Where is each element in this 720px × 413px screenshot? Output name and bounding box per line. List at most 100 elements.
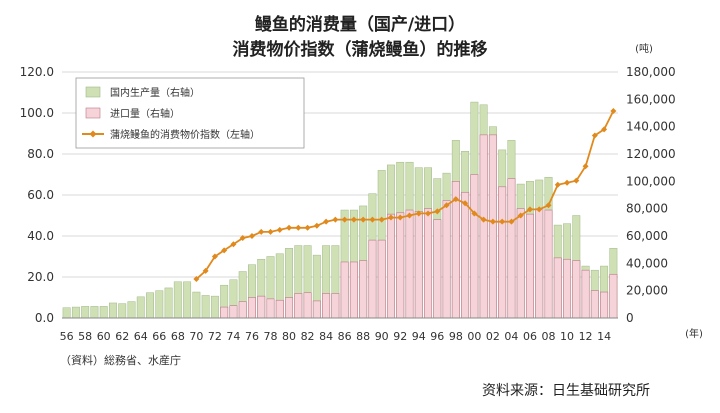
cpi-point [239, 235, 246, 242]
bar-import-volume [340, 261, 349, 319]
x-axis-tick-label: 58 [78, 330, 92, 343]
x-axis-unit: (年) [685, 327, 703, 340]
bar-domestic-production [90, 306, 99, 319]
x-axis-tick-label: 06 [523, 330, 537, 343]
cpi-point [323, 218, 330, 225]
cpi-point [610, 107, 617, 114]
bar-import-volume [331, 293, 340, 319]
cpi-point [573, 177, 580, 184]
bar-import-volume [238, 301, 247, 319]
cpi-point [499, 218, 506, 225]
bar-import-volume [368, 239, 377, 319]
cpi-point [452, 196, 459, 203]
x-axis-tick-label: 88 [356, 330, 370, 343]
cpi-point [387, 214, 394, 221]
chart-title: 鳗鱼的消费量（国产/进口） [255, 14, 465, 35]
bar-domestic-production [71, 306, 80, 319]
data-source-note: （資料）総務省、水産庁 [60, 354, 181, 367]
x-axis-tick-label: 76 [245, 330, 259, 343]
cpi-point [517, 212, 524, 219]
bar-import-volume [414, 211, 423, 319]
cpi-point [536, 206, 543, 213]
bar-domestic-production [164, 287, 173, 319]
bar-import-volume [572, 260, 581, 319]
x-axis-tick-label: 82 [301, 330, 315, 343]
x-axis-tick-label: 98 [449, 330, 463, 343]
x-axis-tick-label: 12 [579, 330, 593, 343]
cpi-point [443, 202, 450, 209]
cpi-point [489, 218, 496, 225]
cpi-point [554, 181, 561, 188]
bar-import-volume [377, 239, 386, 319]
bar-import-volume [303, 292, 312, 319]
bar-import-volume [266, 298, 275, 319]
bar-import-volume [544, 209, 553, 319]
cpi-point [211, 253, 218, 260]
legend-swatch-domestic [85, 86, 101, 98]
cpi-point [267, 228, 274, 235]
bar-import-volume [581, 269, 590, 319]
cpi-point [601, 126, 608, 133]
left-axis-tick-label: 40.0 [27, 229, 54, 243]
x-axis-tick-label: 66 [152, 330, 166, 343]
right-axis-tick-label: 160,000 [626, 92, 676, 106]
x-axis-tick-label: 04 [504, 330, 518, 343]
cpi-point [304, 224, 311, 231]
cpi-point [415, 210, 422, 217]
bar-import-volume [525, 213, 534, 319]
bar-import-volume [312, 300, 321, 319]
cpi-point [471, 210, 478, 217]
bar-import-volume [442, 200, 451, 319]
bar-import-volume [507, 178, 516, 319]
bar-domestic-production [118, 303, 127, 319]
cpi-point [350, 216, 357, 223]
bar-domestic-production [109, 302, 117, 319]
bar-domestic-production [136, 296, 145, 319]
bar-import-volume [275, 299, 284, 319]
right-axis-tick-label: 100,000 [626, 174, 676, 188]
cpi-point [313, 222, 320, 229]
bar-domestic-production [62, 307, 71, 319]
cpi-point [202, 267, 209, 274]
bar-domestic-production [183, 281, 192, 319]
x-axis-tick-label: 90 [375, 330, 389, 343]
left-axis-tick-label: 80.0 [27, 147, 54, 161]
bar-import-volume [516, 208, 525, 319]
right-axis-tick-label: 20,000 [626, 284, 668, 298]
x-axis-tick-label: 62 [115, 330, 129, 343]
x-axis-tick-label: 10 [560, 330, 574, 343]
bar-import-volume [294, 293, 303, 319]
cpi-point [508, 218, 515, 225]
x-axis-tick-label: 60 [97, 330, 111, 343]
bar-domestic-production [201, 295, 210, 319]
bar-import-volume [470, 174, 479, 319]
bar-domestic-production [127, 301, 136, 319]
x-axis-tick-label: 78 [264, 330, 278, 343]
cpi-point [230, 241, 237, 248]
cpi-point [564, 179, 571, 186]
legend-label-cpi: 蒲烧鳗鱼的消费物价指数（左轴） [110, 128, 260, 141]
x-axis-tick-label: 92 [393, 330, 407, 343]
left-axis-tick-label: 100.0 [20, 106, 54, 120]
bar-import-volume [386, 213, 395, 319]
bar-domestic-production [81, 306, 90, 319]
bar-import-volume [609, 273, 618, 319]
cpi-point [591, 132, 598, 139]
cpi-point [462, 200, 469, 207]
bar-import-volume [498, 186, 507, 319]
cpi-point [397, 214, 404, 221]
x-axis-tick-label: 56 [60, 330, 74, 343]
bar-import-volume [229, 305, 238, 319]
x-axis-tick-label: 14 [597, 330, 611, 343]
cpi-point [341, 216, 348, 223]
right-axis-tick-label: 80,000 [626, 202, 668, 216]
x-axis-tick-label: 64 [134, 330, 148, 343]
source-credit: 资料来源：日生基础研究所 [482, 383, 650, 399]
legend-swatch-cpi-marker [89, 130, 97, 138]
cpi-point [434, 208, 441, 215]
bar-import-volume [349, 261, 358, 319]
cpi-point [295, 224, 302, 231]
bar-import-volume [424, 208, 433, 319]
bar-import-volume [433, 219, 442, 319]
